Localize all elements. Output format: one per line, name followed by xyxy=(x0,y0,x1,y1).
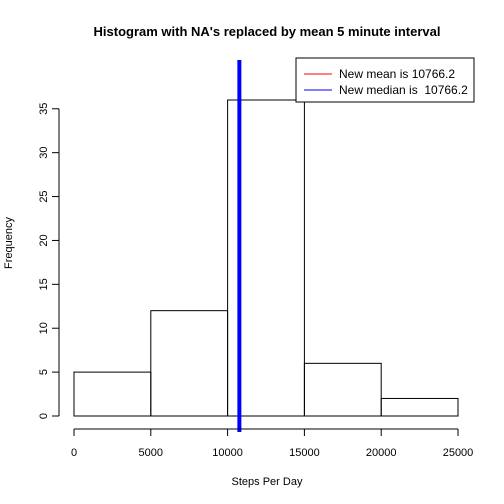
y-axis-label: Frequency xyxy=(3,217,15,269)
legend: New mean is 10766.2 New median is 10766.2 xyxy=(295,57,475,103)
y-tick-label: 20 xyxy=(38,234,50,246)
y-tick-label: 35 xyxy=(38,103,50,115)
histogram-bar xyxy=(73,371,152,417)
x-tick-label: 20000 xyxy=(366,447,397,459)
y-axis: 0 5 10 15 20 25 30 35 xyxy=(38,103,60,419)
x-tick-label: 0 xyxy=(71,447,77,459)
chart-title: Histogram with NA's replaced by mean 5 m… xyxy=(94,24,441,39)
histogram-bar xyxy=(303,362,382,417)
x-axis-label: Steps Per Day xyxy=(232,476,303,488)
y-tick-label: 5 xyxy=(38,369,50,375)
histogram-bar xyxy=(150,310,229,417)
y-tick-label: 15 xyxy=(38,278,50,290)
y-tick-label: 25 xyxy=(38,190,50,202)
histogram-bar xyxy=(380,397,459,417)
x-tick-label: 10000 xyxy=(212,447,243,459)
histogram-bars xyxy=(73,99,459,417)
y-tick-label: 0 xyxy=(38,413,50,419)
legend-label: New median is 10766.2 xyxy=(339,83,468,97)
x-tick-label: 15000 xyxy=(289,447,320,459)
y-tick-label: 10 xyxy=(38,322,50,334)
legend-box xyxy=(295,57,475,103)
histogram-bar xyxy=(227,99,305,417)
x-axis: 0 5000 10000 15000 20000 25000 xyxy=(71,428,474,459)
x-tick-label: 25000 xyxy=(443,447,474,459)
x-tick-label: 5000 xyxy=(139,447,163,459)
legend-label: New mean is 10766.2 xyxy=(339,67,455,81)
y-tick-label: 30 xyxy=(38,147,50,159)
